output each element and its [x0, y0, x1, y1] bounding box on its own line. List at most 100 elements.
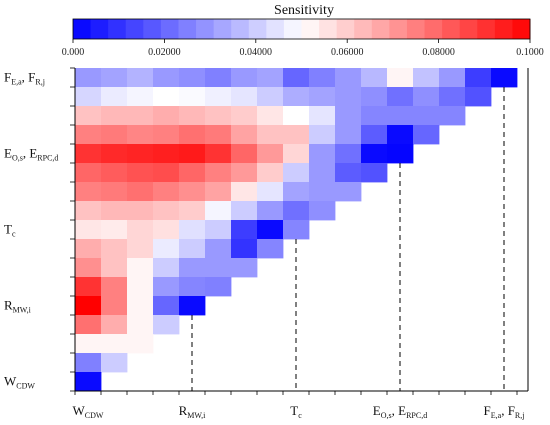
heatmap-cell [75, 334, 102, 354]
heatmap-cell [231, 125, 258, 145]
heatmap-cell [101, 239, 128, 259]
colorbar-ticks: 0.000 0.02000 0.04000 0.06000 0.08000 0.1000 [62, 39, 544, 58]
y-axis-label: RMW,i [4, 298, 32, 315]
heatmap-cell [387, 144, 414, 164]
heatmap-cell [335, 144, 362, 164]
heatmap-cell [127, 277, 154, 297]
heatmap-cell [283, 68, 310, 88]
heatmap-cell [257, 182, 284, 202]
colorbar-tick-label: 0.06000 [331, 47, 364, 58]
heatmap-cell [127, 68, 154, 88]
heatmap-cell [153, 277, 180, 297]
heatmap-cell [283, 144, 310, 164]
x-axis-label: EO,s, ERPC,d [373, 403, 427, 420]
heatmap-cell [101, 201, 128, 221]
heatmap-cell [309, 182, 336, 202]
heatmap-cell [231, 220, 258, 240]
heatmap-cell [101, 125, 128, 145]
heatmap-cell [361, 163, 388, 183]
heatmap-cell [101, 353, 128, 373]
heatmap-cell [179, 296, 206, 316]
heatmap-cell [231, 106, 258, 126]
heatmap-cell [75, 315, 102, 335]
heatmap-cell [413, 68, 440, 88]
heatmap-cell [361, 144, 388, 164]
heatmap-cell [361, 68, 388, 88]
heatmap-cell [465, 68, 492, 88]
heatmap-cell [335, 87, 362, 107]
heatmap-cell [179, 163, 206, 183]
heatmap-cell [75, 182, 102, 202]
heatmap-cell [179, 277, 206, 297]
heatmap-cell [335, 125, 362, 145]
colorbar-segment [178, 19, 197, 39]
heatmap-cell [127, 106, 154, 126]
colorbar-segment [319, 19, 338, 39]
y-axis-label: Tc [4, 222, 16, 239]
heatmap-cell [205, 201, 232, 221]
heatmap-cell [231, 239, 258, 259]
heatmap-cell [309, 144, 336, 164]
colorbar-tick-label: 0.08000 [422, 47, 455, 58]
heatmap-cell [335, 163, 362, 183]
heatmap-cell [179, 87, 206, 107]
heatmap-cell [205, 182, 232, 202]
heatmap-cell [283, 201, 310, 221]
heatmap-cell [153, 163, 180, 183]
heatmap-cell [283, 106, 310, 126]
heatmap-cell [439, 87, 466, 107]
heatmap-cell [127, 125, 154, 145]
heatmap-cell [153, 106, 180, 126]
heatmap-cell [231, 201, 258, 221]
heatmap-cell [75, 144, 102, 164]
heatmap-cell [361, 106, 388, 126]
x-axis-label: Tc [290, 403, 302, 420]
heatmap-cell [75, 296, 102, 316]
x-axis-label: FE,a, FR,j [484, 403, 525, 420]
x-axis-labels: WCDW RMW,i Tc EO,s, ERPC,d FE,a, FR,j [73, 403, 525, 420]
x-axis-ticks [74, 391, 518, 395]
heatmap-cell [153, 220, 180, 240]
colorbar-frame [72, 18, 531, 40]
heatmap-cell [335, 106, 362, 126]
colorbar-segment [459, 19, 478, 39]
heatmap-cell [153, 68, 180, 88]
colorbar-segment [248, 19, 267, 39]
dashed-guides [191, 87, 505, 391]
heatmap-cell [257, 239, 284, 259]
heatmap-cell [153, 125, 180, 145]
heatmap-cell [231, 258, 258, 278]
heatmap-cell [309, 106, 336, 126]
heatmap-cell [101, 87, 128, 107]
heatmap-cell [205, 239, 232, 259]
heatmap-cell [75, 68, 102, 88]
colorbar-segment [90, 19, 109, 39]
colorbar-segment [213, 19, 232, 39]
heatmap-cell [179, 68, 206, 88]
heatmap-cell [179, 182, 206, 202]
heatmap-cell [75, 163, 102, 183]
heatmap-cell [283, 87, 310, 107]
heatmap-cell [127, 315, 154, 335]
y-axis-labels: FE,a, FR,j EO,s, ERPC,d Tc RMW,i WCDW [4, 70, 58, 391]
heatmap-cell [361, 125, 388, 145]
colorbar-segments [73, 19, 531, 39]
heatmap-cell [179, 144, 206, 164]
heatmap-cell [127, 182, 154, 202]
colorbar-segment [196, 19, 215, 39]
heatmap-cell [257, 144, 284, 164]
colorbar-title: Sensitivity [274, 3, 334, 18]
heatmap-cell [257, 220, 284, 240]
colorbar-segment [371, 19, 390, 39]
colorbar-segment [354, 19, 373, 39]
heatmap-cell [127, 296, 154, 316]
heatmap-cell [205, 163, 232, 183]
colorbar-tick-label: 0.000 [62, 47, 85, 58]
heatmap-cell [75, 106, 102, 126]
heatmap-cell [309, 68, 336, 88]
heatmap-cell [205, 87, 232, 107]
heatmap-cell [439, 106, 466, 126]
colorbar-segment [231, 19, 250, 39]
heatmap-cell [179, 201, 206, 221]
